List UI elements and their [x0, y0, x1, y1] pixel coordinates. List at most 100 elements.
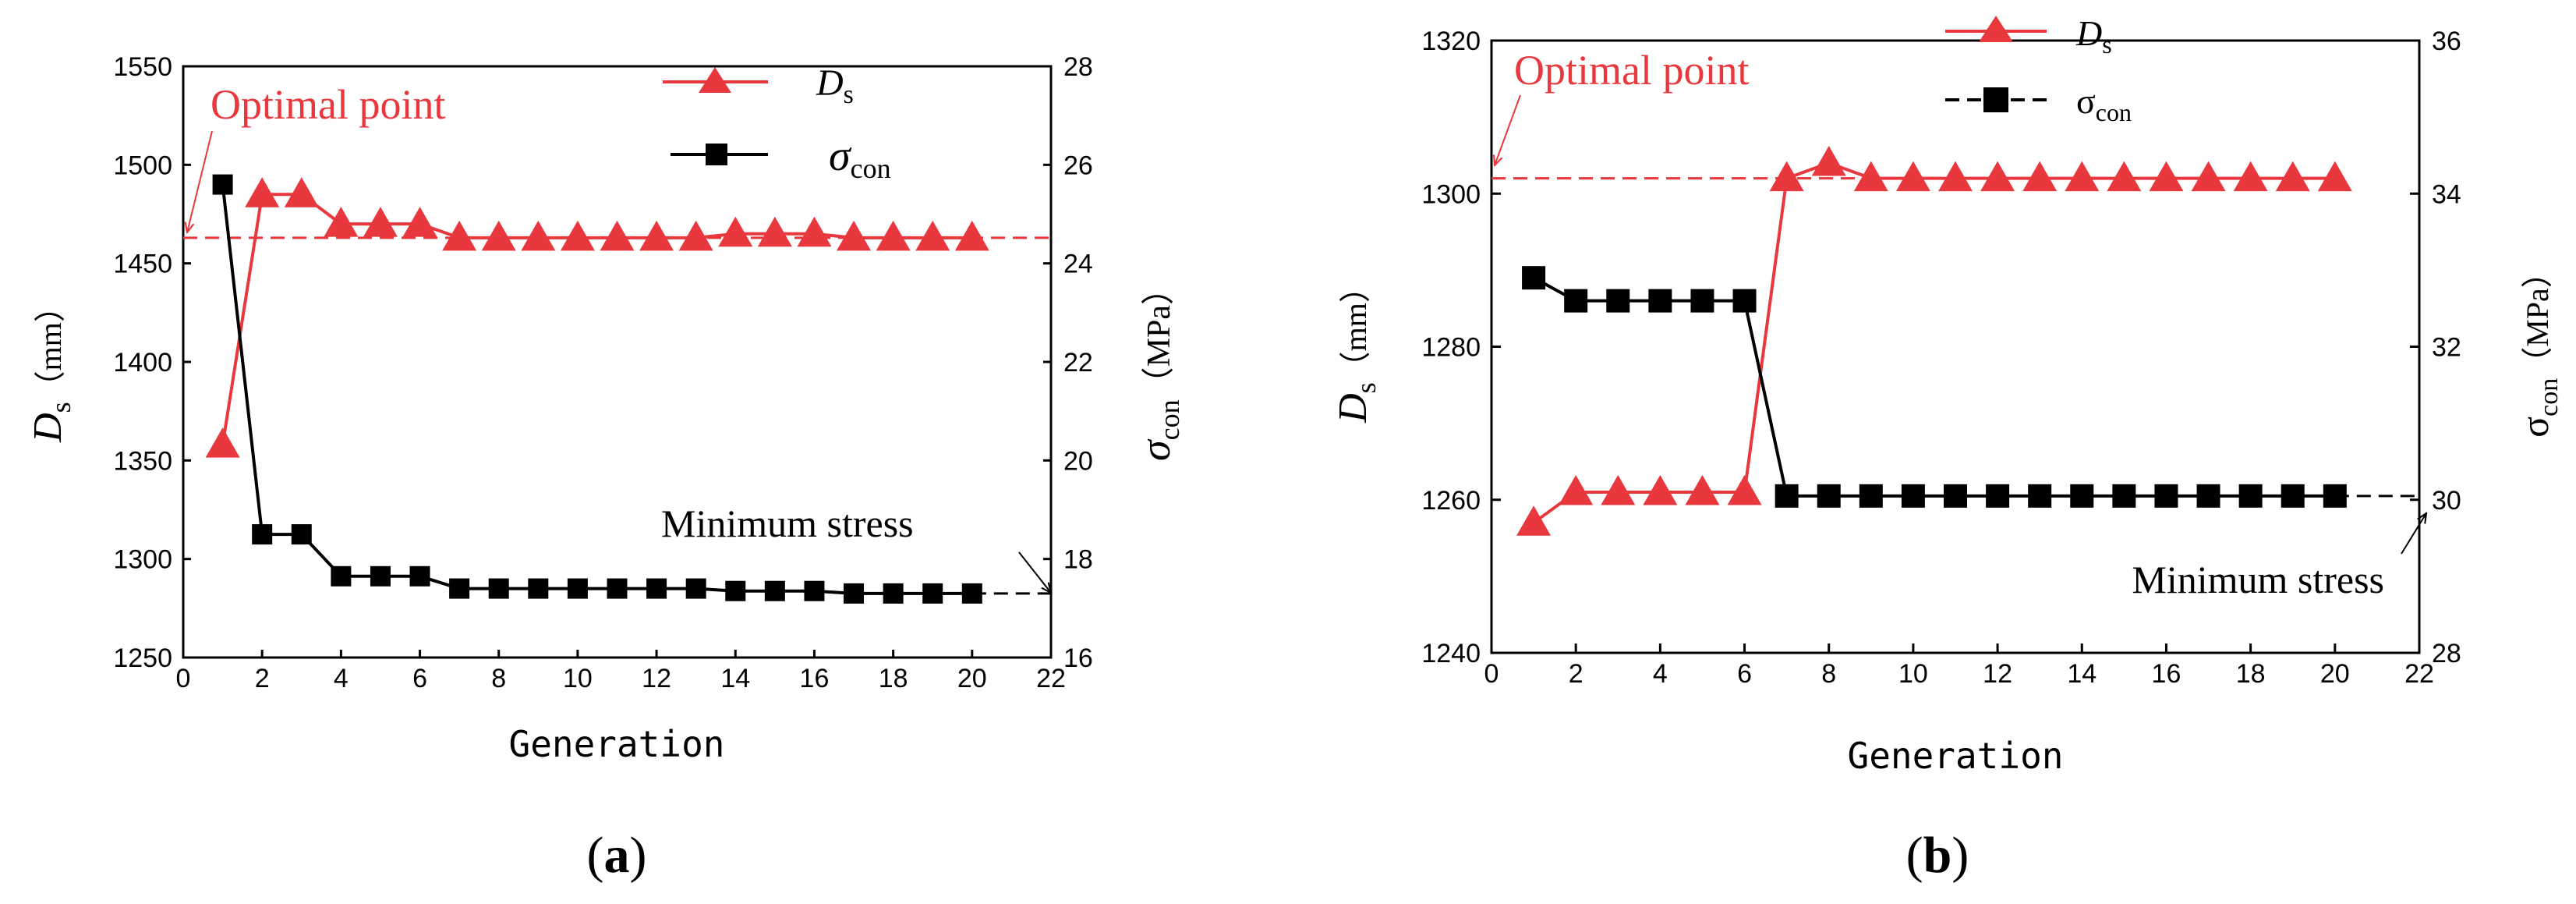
legend-label-sigma-b: σcon — [2076, 81, 2132, 126]
ds-point — [1559, 474, 1594, 505]
ds-point — [363, 207, 398, 237]
reference-lines-a — [183, 236, 1051, 595]
sigma-point — [961, 583, 982, 604]
ds-point — [600, 220, 635, 251]
ds-point — [1853, 161, 1888, 192]
x-tick-label: 10 — [563, 664, 593, 693]
left-y-tick-label: 1260 — [1421, 486, 1481, 516]
left-y-tick-label: 1300 — [113, 545, 172, 575]
minimum-stress-label-b: Minimum stress — [2132, 558, 2384, 601]
legend-label-ds-main-a: D — [816, 62, 844, 104]
left-axis-ticks-b: 1240 1260 1280 1300 1320 — [1421, 27, 1501, 668]
right-y-tick-label: 34 — [2432, 179, 2461, 209]
left-y-tick-label: 1240 — [1421, 639, 1481, 668]
left-y-tick-label: 1320 — [1421, 27, 1481, 56]
x-tick-label: 14 — [2067, 659, 2097, 689]
x-tick-label: 16 — [800, 664, 830, 693]
panel-label-b-letter: b — [1923, 827, 1952, 884]
right-y-tick-label: 28 — [2432, 639, 2461, 668]
right-y-tick-label: 24 — [1063, 250, 1093, 279]
left-y-tick-label: 1500 — [113, 151, 172, 180]
sigma-point — [725, 580, 746, 601]
x-tick-label: 20 — [957, 664, 987, 693]
sigma-point — [2281, 484, 2305, 508]
sigma-point — [1606, 289, 1630, 313]
optimal-point-label-a: Optimal point — [211, 81, 445, 128]
legend-marker-sigma-a — [706, 144, 727, 165]
sigma-point — [764, 580, 785, 601]
sigma-point — [1690, 289, 1714, 313]
sigma-point — [1522, 266, 1546, 290]
right-axis-title-unit-a: （MPa） — [1141, 272, 1177, 399]
x-tick-label: 14 — [720, 664, 750, 693]
legend-label-ds-sub-b: s — [2102, 30, 2111, 58]
sigma-point — [1817, 484, 1841, 508]
ds-point — [1727, 474, 1762, 505]
sigma-point — [646, 578, 667, 599]
ds-point — [1980, 161, 2015, 192]
left-y-tick-label: 1280 — [1421, 333, 1481, 363]
right-y-tick-label: 32 — [2432, 333, 2461, 363]
left-axis-title-main-a: D — [26, 413, 70, 443]
left-axis-title-unit-b: （mm） — [1338, 271, 1373, 382]
ds-point — [560, 220, 595, 251]
ds-point — [284, 177, 319, 207]
ds-point — [718, 216, 753, 247]
sigma-point — [1901, 484, 1925, 508]
x-tick-label: 18 — [879, 664, 908, 693]
series-group-b — [1516, 146, 2352, 536]
right-axis-ticks-b: 28 30 32 34 36 — [2410, 27, 2461, 668]
right-axis-title-a: σcon（MPa） — [1132, 272, 1185, 461]
ds-point — [1643, 474, 1678, 505]
sigma-point — [1732, 289, 1757, 313]
ds-point — [1516, 505, 1552, 536]
x-tick-label: 16 — [2152, 659, 2181, 689]
x-tick-label: 20 — [2320, 659, 2350, 689]
sigma-point — [2028, 484, 2052, 508]
sigma-point — [844, 583, 865, 604]
legend-label-ds-a: Ds — [816, 62, 854, 109]
left-axis-ticks-a: 1250 1300 1350 1400 1450 1500 1550 — [113, 52, 191, 673]
ds-point — [1895, 161, 1930, 192]
optimal-point-arrow-b — [1495, 94, 1521, 165]
ds-point — [2233, 161, 2268, 192]
sigma-point — [1648, 289, 1672, 313]
left-y-tick-label: 1450 — [113, 250, 172, 279]
legend-label-ds-b: Ds — [2075, 13, 2112, 58]
sigma-point — [528, 578, 549, 599]
right-y-tick-label: 16 — [1063, 643, 1093, 673]
sigma-point — [1944, 484, 1967, 508]
ds-point — [837, 220, 872, 251]
sigma-point — [685, 578, 706, 599]
sigma-point — [2112, 484, 2136, 508]
ds-point — [481, 220, 516, 251]
plot-frame-a — [182, 65, 1053, 659]
left-axis-title-sub-b: s — [1350, 382, 1382, 393]
optimal-point-arrow-a — [187, 130, 213, 232]
x-tick-label: 2 — [255, 664, 270, 693]
ds-point — [205, 427, 240, 458]
series-line-ds — [1532, 161, 2335, 524]
panel-label-a-letter: a — [604, 827, 630, 884]
x-tick-label: 6 — [1737, 659, 1752, 689]
ds-point — [2149, 161, 2184, 192]
x-tick-label: 4 — [334, 664, 349, 693]
x-axis-ticks-a: 0 2 4 6 8 10 12 14 16 18 20 22 — [176, 650, 1066, 693]
reference-lines-b — [1491, 177, 2419, 498]
x-tick-label: 6 — [412, 664, 427, 693]
optimal-point-label-b: Optimal point — [1514, 47, 1749, 94]
sigma-point — [922, 583, 943, 604]
left-axis-title-sub-a: s — [45, 402, 76, 413]
ds-point — [324, 207, 359, 237]
sigma-point — [212, 174, 233, 195]
x-axis-ticks-b: 0 2 4 6 8 10 12 14 16 18 20 22 — [1484, 643, 2434, 689]
ds-point — [1811, 146, 1846, 176]
right-y-tick-label: 26 — [1063, 151, 1093, 180]
right-y-tick-label: 28 — [1063, 52, 1093, 82]
ds-point — [2275, 161, 2310, 192]
ds-point — [521, 220, 556, 251]
sigma-point — [2154, 484, 2178, 508]
right-axis-title-unit-b: （MPa） — [2520, 257, 2555, 378]
ds-point — [2317, 161, 2352, 192]
sigma-point — [2323, 484, 2347, 508]
